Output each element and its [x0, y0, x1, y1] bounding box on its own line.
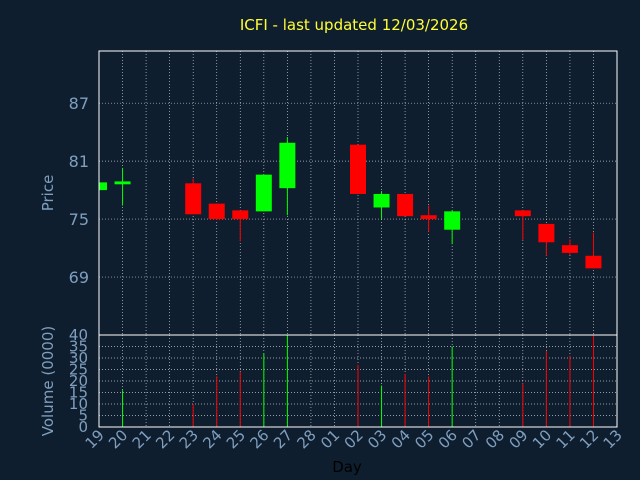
volume-tick-label: 35 [69, 338, 88, 356]
price-tick-label: 69 [69, 268, 89, 287]
volume-tick-label: 30 [69, 349, 88, 367]
volume-tick-label: 20 [69, 372, 88, 390]
x-tick-label: 06 [435, 426, 461, 452]
x-tick-label: 25 [223, 426, 249, 452]
volume-frame [98, 334, 618, 428]
x-tick-label: 04 [388, 426, 414, 452]
candle-body [444, 211, 461, 230]
x-tick-label: 10 [529, 426, 555, 452]
x-tick-label: 28 [294, 426, 320, 452]
x-tick-label: 13 [600, 426, 626, 452]
price-tick-label: 75 [69, 210, 89, 229]
x-tick-label: 07 [458, 426, 484, 452]
candle-body [585, 255, 602, 269]
volume-tick-label: 0 [78, 418, 88, 436]
x-tick-label: 01 [317, 426, 343, 452]
x-tick-label: 22 [152, 426, 178, 452]
x-tick-label: 26 [246, 426, 272, 452]
volume-tick-label: 5 [78, 407, 88, 425]
x-axis-label: Day [332, 458, 362, 476]
x-tick-label: 24 [199, 426, 225, 452]
price-axis: 69 75 81 87 [69, 94, 89, 287]
x-tick-label: 12 [576, 426, 602, 452]
candle-body [538, 223, 555, 243]
candle-body [279, 142, 296, 189]
x-tick-label: 27 [270, 426, 296, 452]
volume-tick-label: 40 [69, 326, 88, 344]
volume-tick-label: 10 [69, 395, 88, 413]
x-tick-label: 05 [411, 426, 437, 452]
price-tick-label: 87 [69, 94, 89, 113]
candle-body [99, 182, 107, 191]
y-axis-label: Price [39, 175, 57, 212]
candle-body [232, 210, 249, 220]
candle-body [561, 245, 578, 253]
x-tick-label: 02 [341, 426, 367, 452]
candle-body [397, 193, 414, 217]
x-axis: 1920212223242526272801020304050607080910… [82, 426, 626, 452]
candle-body [420, 215, 437, 220]
volume-bars [122, 335, 594, 427]
x-tick-label: 21 [129, 426, 155, 452]
x-tick-label: 03 [364, 426, 390, 452]
x-tick-label: 23 [176, 426, 202, 452]
candle-body [114, 181, 131, 185]
candle-body [208, 203, 225, 220]
x-tick-label: 20 [105, 426, 131, 452]
chart-title: ICFI - last updated 12/03/2026 [240, 16, 468, 34]
candle-body [373, 193, 390, 208]
candle-body [185, 183, 202, 215]
candle-body [255, 174, 272, 212]
x-tick-label: 08 [482, 426, 508, 452]
x-tick-label: 09 [505, 426, 531, 452]
candle-body [350, 144, 366, 194]
candles [98, 136, 602, 269]
price-tick-label: 81 [69, 152, 89, 171]
x-tick-label: 11 [553, 426, 579, 452]
volume-axis-label: Volume (0000) [39, 326, 57, 436]
candle-body [514, 210, 531, 217]
volume-tick-label: 25 [69, 361, 88, 379]
volume-tick-label: 15 [69, 384, 88, 402]
